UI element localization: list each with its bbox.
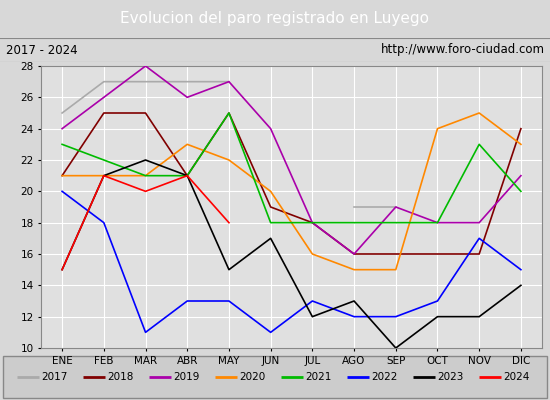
FancyBboxPatch shape [3,356,547,398]
Text: 2022: 2022 [371,372,398,382]
Text: 2017 - 2024: 2017 - 2024 [6,44,77,56]
Text: 2020: 2020 [239,372,266,382]
Text: 2018: 2018 [107,372,134,382]
Text: 2021: 2021 [305,372,332,382]
Text: 2019: 2019 [173,372,200,382]
Text: Evolucion del paro registrado en Luyego: Evolucion del paro registrado en Luyego [120,12,430,26]
Text: 2024: 2024 [503,372,530,382]
Text: 2023: 2023 [437,372,464,382]
Text: 2017: 2017 [41,372,68,382]
Text: http://www.foro-ciudad.com: http://www.foro-ciudad.com [381,44,544,56]
